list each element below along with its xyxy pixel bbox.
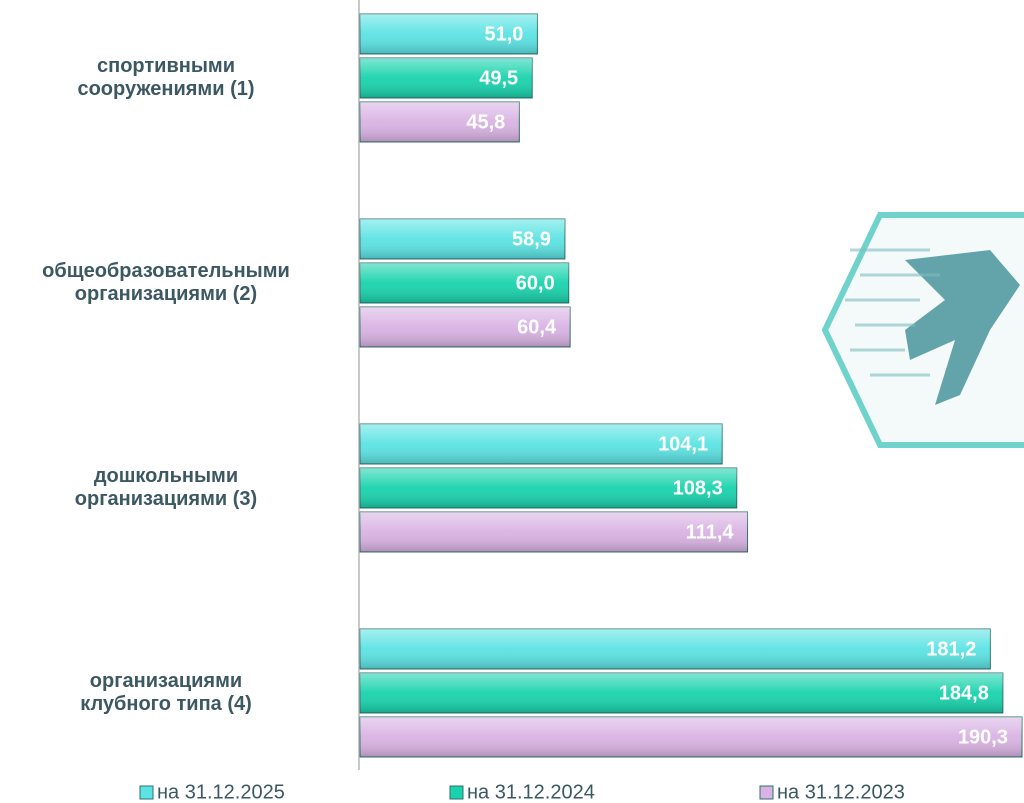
bar-shine — [360, 717, 1022, 757]
legend-marker — [450, 786, 463, 799]
value-label: 51,0 — [484, 23, 523, 45]
decoration-hexagon — [825, 215, 1024, 445]
category-label: дошкольными организациями (3) — [0, 465, 336, 511]
legend-label: на 31.12.2024 — [467, 781, 595, 803]
category-label: организациями клубного типа (4) — [0, 670, 336, 716]
legend-label: на 31.12.2025 — [157, 781, 285, 803]
value-label: 45,8 — [466, 111, 505, 133]
bar-shine — [360, 673, 1003, 713]
value-label: 58,9 — [512, 228, 551, 250]
value-label: 49,5 — [479, 67, 518, 89]
category-label: общеобразовательными организациями (2) — [0, 260, 336, 306]
value-label: 181,2 — [926, 638, 976, 660]
bar-shine — [360, 629, 990, 669]
legend-marker — [760, 786, 773, 799]
page: 51,0 49,5 45,8 58,9 60,0 60,4 104,1 108,3 111,4 1… — [0, 0, 1024, 803]
category-label: спортивными сооружениями (1) — [0, 55, 336, 101]
value-label: 60,0 — [516, 272, 555, 294]
value-label: 104,1 — [658, 433, 708, 455]
value-label: 108,3 — [673, 477, 723, 499]
value-label: 184,8 — [939, 682, 989, 704]
value-label: 190,3 — [958, 726, 1008, 748]
value-label: 60,4 — [517, 316, 557, 338]
value-label: 111,4 — [686, 521, 735, 543]
legend-marker — [140, 786, 153, 799]
legend-label: на 31.12.2023 — [777, 781, 905, 803]
